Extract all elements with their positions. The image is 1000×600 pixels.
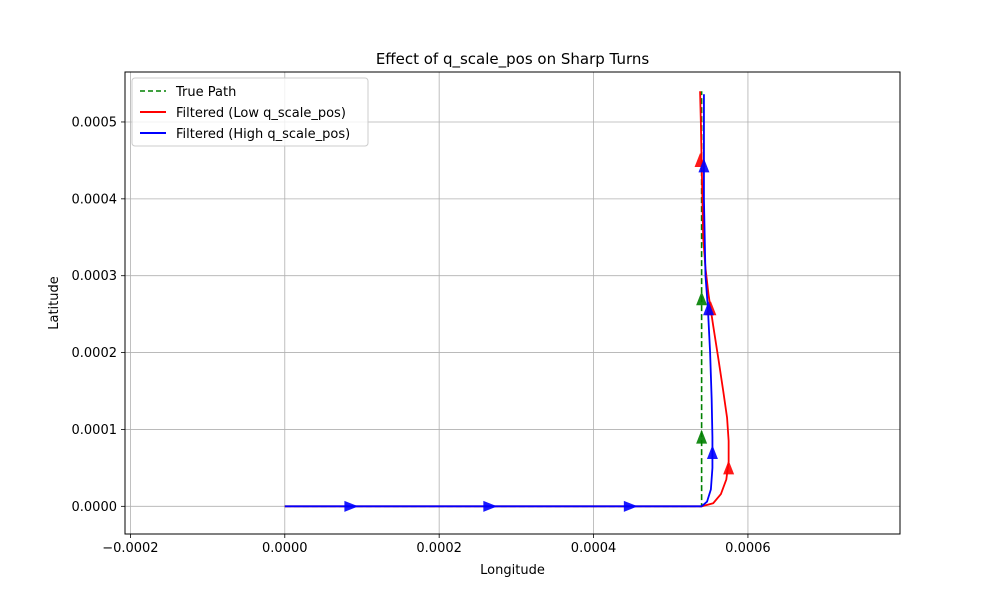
ticks: −0.0002 0.0000 0.0002 0.0004 0.0006 0.0000 0.0…	[72, 115, 771, 556]
direction-arrow-filtered-high-q-scale-pos	[344, 500, 359, 512]
series-line-filtered-high-q-scale-pos	[284, 94, 714, 508]
grid	[125, 72, 900, 534]
direction-arrow-filtered-high-q-scale-pos	[706, 445, 718, 460]
axes-frame	[124, 71, 901, 535]
legend-box	[131, 77, 369, 147]
y-tick-label: 0.0004	[72, 192, 118, 207]
direction-arrow-filtered-high-q-scale-pos	[623, 500, 638, 512]
direction-arrow-filtered-high-q-scale-pos	[698, 158, 710, 173]
x-axis-label: Longitude	[480, 563, 545, 578]
y-tick-label: 0.0003	[72, 269, 118, 284]
y-axis-label: Latitude	[47, 276, 62, 330]
series-line-filtered-low-q-scale-pos	[284, 91, 730, 508]
direction-arrow-true-path	[696, 429, 708, 444]
direction-arrow-filtered-high-q-scale-pos	[483, 500, 498, 512]
x-tick-label: −0.0002	[102, 541, 158, 556]
chart-title: Effect of q_scale_pos on Sharp Turns	[376, 50, 650, 69]
legend: True Path Filtered (Low q_scale_pos) Fil…	[131, 77, 369, 147]
y-tick-label: 0.0000	[72, 500, 118, 515]
x-tick-label: 0.0006	[725, 541, 771, 556]
plot-area	[125, 72, 900, 534]
x-tick-label: 0.0000	[262, 541, 308, 556]
legend-label-low: Filtered (Low q_scale_pos)	[176, 106, 346, 121]
series-layer	[284, 91, 735, 512]
legend-label-high: Filtered (High q_scale_pos)	[176, 127, 350, 142]
legend-label-true-path: True Path	[175, 85, 236, 100]
x-tick-label: 0.0002	[416, 541, 462, 556]
direction-arrow-filtered-low-q-scale-pos	[723, 460, 735, 475]
direction-arrow-filtered-high-q-scale-pos	[703, 301, 715, 316]
y-tick-label: 0.0001	[72, 423, 118, 438]
x-tick-label: 0.0004	[571, 541, 617, 556]
y-tick-label: 0.0005	[72, 115, 118, 130]
direction-arrow-true-path	[696, 291, 708, 306]
y-tick-label: 0.0002	[72, 346, 118, 361]
